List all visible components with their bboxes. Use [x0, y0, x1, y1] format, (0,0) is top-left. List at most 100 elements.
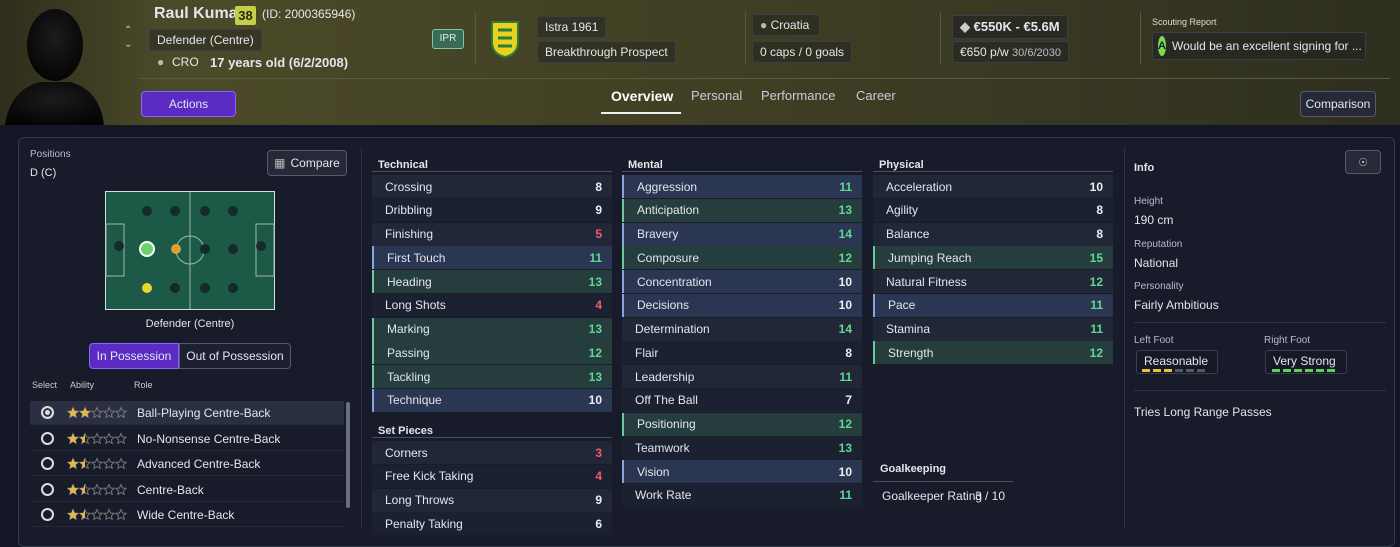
role-row[interactable]: Wide Centre-Back [30, 503, 344, 527]
attribute-row: Bravery 14 [622, 222, 862, 246]
nav-arrows[interactable]: ⌃ ⌄ [124, 25, 133, 50]
position-box: Defender (Centre) [149, 29, 262, 51]
column-header: Role [134, 380, 153, 390]
attribute-name: Heading [387, 274, 432, 289]
ipr-badge: IPR [432, 29, 464, 49]
toggle-in-possession[interactable]: In Possession [89, 343, 179, 369]
attribute-name: Long Throws [385, 493, 455, 507]
attribute-value: 11 [1090, 322, 1103, 336]
section-rule [372, 437, 612, 438]
radio[interactable] [41, 457, 54, 470]
attribute-value: 6 [595, 516, 602, 531]
divider [1140, 12, 1141, 64]
tab[interactable]: Personal [691, 88, 743, 103]
attribute-name: Acceleration [886, 179, 953, 194]
toggle-label: In Possession [96, 349, 172, 363]
compare-button[interactable]: ▦ Compare [267, 150, 347, 176]
foot-bar [1283, 369, 1291, 372]
role-row[interactable]: Ball-Playing Centre-Back [30, 401, 344, 425]
role-name: Wide Centre-Back [137, 508, 235, 522]
attribute-row: Technique 10 [372, 388, 612, 412]
attribute-row: Acceleration 10 [873, 175, 1113, 198]
attribute-name: Marking [387, 322, 430, 336]
radio[interactable] [41, 431, 54, 445]
header-rule [140, 78, 1390, 79]
scouting-box[interactable]: A Would be an excellent signing for ... [1152, 32, 1366, 60]
role-row[interactable]: Advanced Centre-Back [30, 452, 344, 476]
attribute-name: Penalty Taking [385, 516, 463, 531]
attribute-row: Agility 8 [873, 198, 1113, 222]
star-rating [67, 406, 128, 419]
attribute-name: Free Kick Taking [385, 469, 474, 484]
attribute-value: 9 [595, 493, 602, 507]
attribute-row: Jumping Reach 15 [873, 246, 1113, 270]
attribute-row: Tackling 13 [372, 365, 612, 388]
tab[interactable]: Performance [761, 88, 836, 103]
attribute-row: Penalty Taking 6 [372, 512, 612, 536]
attribute-name: Strength [888, 345, 934, 360]
toggle-out-of-possession[interactable]: Out of Possession [179, 343, 291, 369]
attribute-value: 12 [588, 345, 602, 360]
attribute-row: Anticipation 13 [622, 198, 862, 222]
attribute-row: Marking 13 [372, 317, 612, 341]
attribute-value: 12 [838, 417, 852, 431]
attribute-row: Balance 8 [873, 222, 1113, 246]
attribute-row: First Touch 11 [372, 246, 612, 270]
divider [1124, 148, 1125, 528]
info-label: Reputation [1134, 239, 1183, 250]
attribute-row: Determination 14 [622, 317, 862, 341]
attribute-name: Corners [385, 445, 428, 460]
info-title: Info [1134, 162, 1155, 174]
role-row[interactable]: Centre-Back [30, 478, 344, 502]
radio[interactable] [41, 482, 54, 496]
info-value: National [1134, 256, 1179, 270]
attribute-value: 13 [838, 203, 852, 218]
attribute-name: Anticipation [637, 203, 700, 218]
divider [361, 148, 362, 528]
attribute-value: 8 [845, 345, 852, 360]
pitch [105, 191, 275, 310]
nation-icon: ● [157, 55, 165, 69]
attribute-value: 7 [845, 393, 852, 408]
role-row[interactable]: No-Nonsense Centre-Back [30, 427, 344, 451]
attribute-value: 4 [595, 469, 602, 484]
info-label: Height [1134, 196, 1163, 207]
attribute-value: 10 [588, 393, 602, 408]
attribute-name: Agility [886, 203, 919, 218]
tab-underline [601, 112, 681, 114]
tab[interactable]: Career [856, 88, 896, 103]
attribute-value: 10 [838, 464, 852, 479]
status-box: Breakthrough Prospect [537, 41, 676, 63]
star-rating [67, 431, 128, 444]
attribute-name: Pace [888, 298, 916, 313]
section-rule [873, 481, 1013, 482]
attribute-row: Dribbling 9 [372, 198, 612, 222]
attribute-name: Tackling [387, 369, 431, 384]
attribute-value: 12 [1089, 274, 1103, 289]
attribute-name: Off The Ball [635, 393, 698, 408]
attribute-name: Decisions [637, 298, 690, 313]
attribute-row: Stamina 11 [873, 317, 1113, 341]
foot-bar [1142, 369, 1150, 372]
trait: Tries Long Range Passes [1134, 405, 1272, 419]
player-silhouette [5, 9, 104, 125]
role-name: Centre-Back [137, 482, 204, 497]
actions-button[interactable]: Actions [141, 91, 236, 117]
attribute-value: 3 [595, 445, 602, 460]
radio[interactable] [41, 508, 54, 521]
attribute-row: Strength 12 [873, 341, 1113, 365]
comparison-label: Comparison [1305, 97, 1371, 111]
positions-value: D (C) [30, 167, 57, 179]
comparison-button[interactable]: Comparison [1300, 91, 1376, 117]
info-button[interactable]: ☉ [1345, 150, 1381, 174]
attribute-name: Flair [635, 345, 659, 360]
foot-bar [1153, 369, 1161, 372]
attribute-name: Positioning [637, 417, 696, 431]
foot-label: Right Foot [1264, 335, 1311, 346]
radio[interactable] [41, 406, 54, 419]
attribute-name: Dribbling [385, 203, 433, 218]
scrollbar[interactable] [346, 402, 350, 508]
tab[interactable]: Overview [611, 88, 674, 104]
attribute-name: Stamina [886, 322, 931, 336]
